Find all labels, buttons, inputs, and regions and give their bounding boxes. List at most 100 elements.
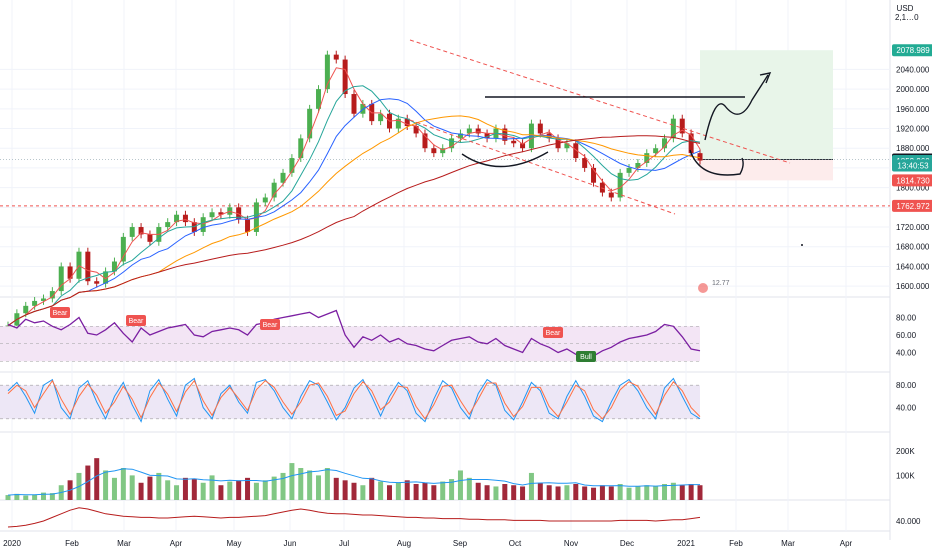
candle-body[interactable] (404, 118, 410, 127)
volume-bar[interactable] (573, 484, 579, 500)
volume-bar[interactable] (386, 485, 392, 500)
candle-body[interactable] (697, 153, 703, 161)
volume-bar[interactable] (440, 481, 446, 500)
volume-bar[interactable] (662, 484, 668, 500)
volume-bar[interactable] (360, 485, 366, 500)
candle-body[interactable] (182, 214, 188, 223)
volume-bar[interactable] (245, 477, 251, 500)
volume-bar[interactable] (502, 484, 508, 500)
candle-body[interactable] (280, 172, 286, 183)
volume-bar[interactable] (253, 482, 259, 500)
volume-bar[interactable] (466, 477, 472, 500)
candle-body[interactable] (289, 158, 295, 173)
volume-bar[interactable] (688, 484, 694, 500)
volume-bar[interactable] (670, 482, 676, 500)
volume-bar[interactable] (111, 477, 117, 500)
volume-bar[interactable] (227, 481, 233, 500)
candle-body[interactable] (262, 197, 268, 203)
candle-body[interactable] (670, 118, 676, 139)
volume-bar[interactable] (626, 487, 632, 500)
volume-bar[interactable] (271, 476, 277, 500)
candle-body[interactable] (209, 212, 215, 218)
candle-body[interactable] (40, 298, 46, 301)
candle-body[interactable] (617, 172, 623, 198)
volume-bar[interactable] (404, 480, 410, 500)
volume-bar[interactable] (537, 482, 543, 500)
volume-bar[interactable] (200, 482, 206, 500)
candle-body[interactable] (351, 94, 357, 114)
candle-body[interactable] (67, 266, 73, 279)
candle-body[interactable] (653, 148, 659, 154)
stoch-pane[interactable]: 80.00 40.00 (0, 377, 917, 423)
candle-body[interactable] (333, 54, 339, 60)
volume-bar[interactable] (413, 484, 419, 500)
candle-body[interactable] (218, 212, 224, 215)
candle-body[interactable] (635, 163, 641, 168)
volume-bar[interactable] (484, 485, 490, 500)
candle-body[interactable] (129, 227, 135, 237)
candle-body[interactable] (537, 123, 543, 134)
volume-bar[interactable] (342, 480, 348, 500)
volume-bar[interactable] (564, 485, 570, 500)
candle-body[interactable] (644, 153, 650, 163)
candle-body[interactable] (324, 54, 330, 90)
candle-body[interactable] (85, 251, 91, 282)
candle-body[interactable] (245, 219, 251, 232)
volume-bar[interactable] (94, 458, 100, 500)
candle-body[interactable] (422, 133, 428, 149)
candle-body[interactable] (111, 261, 117, 272)
candle-body[interactable] (174, 214, 180, 223)
candle-body[interactable] (147, 234, 153, 242)
candle-body[interactable] (271, 182, 277, 198)
volume-bar[interactable] (85, 465, 91, 500)
rsi-pane[interactable]: 80.00 60.00 40.00 Bear Bear Bear Bear Bull (0, 307, 917, 362)
candle-body[interactable] (582, 158, 588, 168)
candle-body[interactable] (103, 271, 109, 284)
candle-body[interactable] (466, 128, 472, 134)
volume-bar[interactable] (511, 485, 517, 500)
volume-bar[interactable] (617, 484, 623, 500)
volume-bar[interactable] (591, 487, 597, 500)
candle-body[interactable] (138, 227, 144, 235)
volume-bar[interactable] (457, 470, 463, 500)
volume-bar[interactable] (395, 482, 401, 500)
volume-bar[interactable] (191, 479, 197, 500)
volume-bar[interactable] (174, 485, 180, 500)
candle-body[interactable] (165, 222, 171, 228)
candle-body[interactable] (449, 138, 455, 149)
candle-body[interactable] (591, 167, 597, 183)
volume-bar[interactable] (129, 475, 135, 500)
volume-bar[interactable] (120, 468, 126, 500)
volume-bar[interactable] (289, 463, 295, 500)
lower-indicator-pane[interactable]: 40.000 (7, 507, 921, 528)
volume-bar[interactable] (528, 472, 534, 500)
volume-bar[interactable] (324, 468, 330, 500)
volume-bar[interactable] (475, 482, 481, 500)
volume-bar[interactable] (262, 480, 268, 500)
candle-body[interactable] (298, 138, 304, 159)
candle-body[interactable] (457, 133, 463, 139)
volume-pane[interactable]: 200K 100K (5, 447, 916, 500)
volume-bar[interactable] (599, 485, 605, 500)
candle-body[interactable] (307, 108, 313, 139)
candle-body[interactable] (440, 148, 446, 154)
volume-bar[interactable] (280, 472, 286, 500)
candle-body[interactable] (573, 143, 579, 159)
candle-body[interactable] (511, 140, 517, 144)
candle-body[interactable] (475, 128, 481, 134)
volume-bar[interactable] (653, 486, 659, 500)
volume-bar[interactable] (307, 470, 313, 500)
candle-body[interactable] (58, 266, 64, 292)
volume-bar[interactable] (644, 485, 650, 500)
volume-bar[interactable] (333, 477, 339, 500)
candle-body[interactable] (342, 59, 348, 95)
candle-body[interactable] (688, 133, 694, 154)
candle-body[interactable] (599, 182, 605, 193)
candle-body[interactable] (200, 217, 206, 232)
volume-bar[interactable] (449, 479, 455, 500)
volume-bar[interactable] (49, 493, 55, 500)
volume-bar[interactable] (316, 475, 322, 500)
volume-bar[interactable] (40, 492, 46, 500)
volume-bar[interactable] (5, 495, 11, 500)
volume-bar[interactable] (422, 482, 428, 500)
